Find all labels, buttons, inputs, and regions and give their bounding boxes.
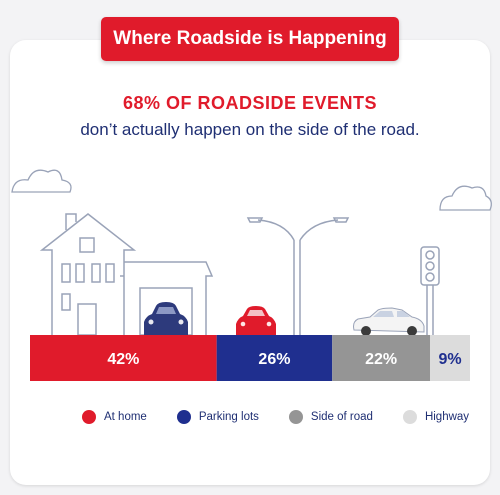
white-car-icon xyxy=(353,307,425,336)
bar-segment-side-of-road xyxy=(332,335,430,381)
stacked-bar: 42% 26% 22% 9% xyxy=(30,335,470,381)
legend-label: At home xyxy=(104,411,147,423)
data-label: 42% xyxy=(107,351,139,368)
data-label: 9% xyxy=(438,351,461,368)
legend-swatch xyxy=(82,410,96,424)
legend-swatch xyxy=(176,410,191,424)
house-icon xyxy=(39,213,214,336)
street-lamp-icon xyxy=(246,217,350,335)
legend-item: Parking lots xyxy=(176,410,259,424)
legend-item: At home xyxy=(82,410,147,424)
garage-car-icon xyxy=(144,302,188,335)
legend-item: Side of road xyxy=(288,410,373,424)
legend-swatch xyxy=(288,410,303,424)
page-title: Where Roadside is Happening xyxy=(101,17,399,61)
bar-segment-parking-lots xyxy=(216,335,333,381)
cloud-icon xyxy=(11,169,72,193)
data-label: 22% xyxy=(365,351,397,368)
legend-label: Highway xyxy=(424,411,470,423)
legend-label: Parking lots xyxy=(198,411,259,423)
bar-segment-highway xyxy=(430,335,470,381)
legend: At home Parking lots Side of road Highway xyxy=(82,410,469,424)
data-label: 26% xyxy=(258,351,290,368)
traffic-light-icon xyxy=(420,246,440,335)
bar-segment-at-home xyxy=(30,335,217,381)
cloud-icon xyxy=(439,185,492,211)
subheadline: don’t actually happen on the side of the… xyxy=(80,120,420,139)
headline: 68% OF ROADSIDE EVENTS xyxy=(122,93,378,113)
legend-item: Highway xyxy=(402,410,470,424)
legend-label: Side of road xyxy=(310,411,373,423)
legend-swatch xyxy=(402,410,417,424)
red-car-icon xyxy=(236,306,276,335)
